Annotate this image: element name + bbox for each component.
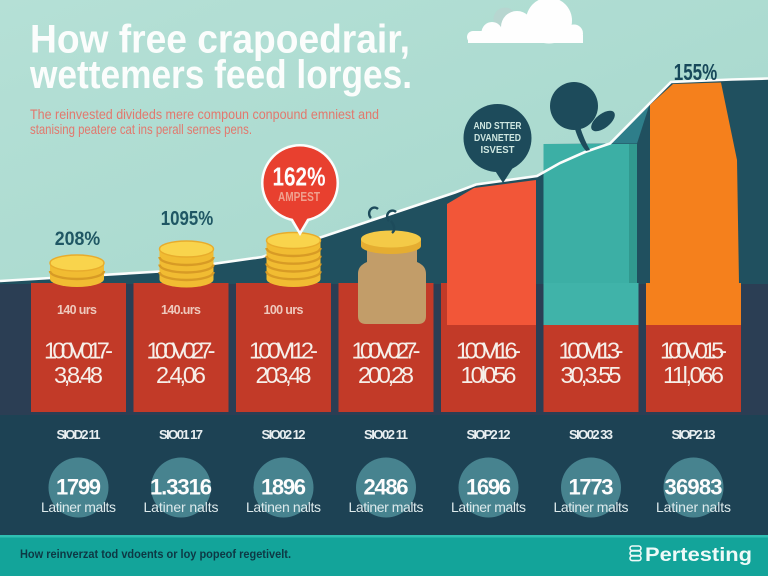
svg-text:Latinen nalts: Latinen nalts — [246, 499, 321, 515]
svg-text:3,8.48: 3,8.48 — [54, 362, 103, 388]
svg-text:Latiner malts: Latiner malts — [349, 499, 424, 515]
svg-text:Latiner nalts: Latiner nalts — [656, 499, 731, 515]
svg-text:11l,066: 11l,066 — [663, 362, 724, 388]
svg-text:203,48: 203,48 — [256, 362, 312, 388]
svg-text:stanising peatere cat ins pera: stanising peatere cat ins perall sernes … — [30, 121, 252, 137]
svg-text:155%: 155% — [674, 59, 718, 85]
svg-text:AMPEST: AMPEST — [278, 189, 320, 204]
svg-text:AND STTER: AND STTER — [474, 120, 522, 132]
svg-text:1696: 1696 — [466, 475, 511, 500]
svg-text:100VI13-: 100VI13- — [559, 338, 624, 364]
svg-text:ISVEST: ISVEST — [481, 144, 516, 156]
svg-text:140 urs: 140 urs — [57, 303, 97, 317]
svg-text:wettemers feed lorges.: wettemers feed lorges. — [29, 53, 412, 97]
svg-text:10l056: 10l056 — [461, 362, 517, 388]
svg-text:SIO02 12: SIO02 12 — [262, 427, 306, 442]
svg-text:SIOP2 12: SIOP2 12 — [467, 427, 511, 442]
svg-text:Latiner malts: Latiner malts — [41, 499, 116, 515]
svg-text:Latiner malts: Latiner malts — [554, 499, 629, 515]
svg-text:208%: 208% — [55, 229, 101, 250]
svg-text:DVANETED: DVANETED — [474, 132, 521, 144]
svg-text:36983: 36983 — [665, 475, 723, 500]
svg-text:162%: 162% — [273, 162, 326, 192]
svg-text:SIO02 11: SIO02 11 — [364, 427, 408, 442]
svg-text:100VI12-: 100VI12- — [249, 338, 318, 364]
svg-text:30,3.55: 30,3.55 — [561, 362, 622, 388]
svg-text:Latiner malts: Latiner malts — [451, 499, 526, 515]
svg-text:1095%: 1095% — [161, 207, 214, 230]
svg-text:100V017-: 100V017- — [44, 338, 113, 364]
svg-text:100 urs: 100 urs — [264, 303, 304, 317]
svg-text:The reinvested divideds mere c: The reinvested divideds mere compoun con… — [30, 106, 379, 122]
svg-text:How reinverzat tod vdoents or: How reinverzat tod vdoents or loy popeof… — [20, 547, 291, 561]
svg-text:Latiner nalts: Latiner nalts — [144, 499, 219, 515]
svg-text:SIOP2 13: SIOP2 13 — [672, 427, 716, 442]
svg-text:140.urs: 140.urs — [161, 303, 201, 317]
svg-text:SIO01 17: SIO01 17 — [159, 427, 203, 442]
svg-text:Pertesting: Pertesting — [645, 544, 752, 566]
svg-text:2486: 2486 — [364, 475, 409, 500]
svg-text:100VI16-: 100VI16- — [456, 338, 521, 364]
svg-text:1773: 1773 — [569, 475, 614, 500]
svg-text:200,28: 200,28 — [358, 362, 414, 388]
svg-text:SIO02 33: SIO02 33 — [569, 427, 613, 442]
svg-text:100V015-: 100V015- — [660, 338, 727, 364]
svg-text:1896: 1896 — [261, 475, 306, 500]
svg-text:SIOD2 11: SIOD2 11 — [57, 427, 101, 442]
svg-text:100V027-: 100V027- — [147, 338, 216, 364]
svg-text:1.3316: 1.3316 — [150, 475, 212, 500]
svg-text:How free crapoedrair,: How free crapoedrair, — [30, 18, 410, 62]
svg-text:2.4,06: 2.4,06 — [156, 362, 206, 388]
svg-text:1799: 1799 — [56, 475, 101, 500]
svg-text:100V027-: 100V027- — [352, 338, 421, 364]
